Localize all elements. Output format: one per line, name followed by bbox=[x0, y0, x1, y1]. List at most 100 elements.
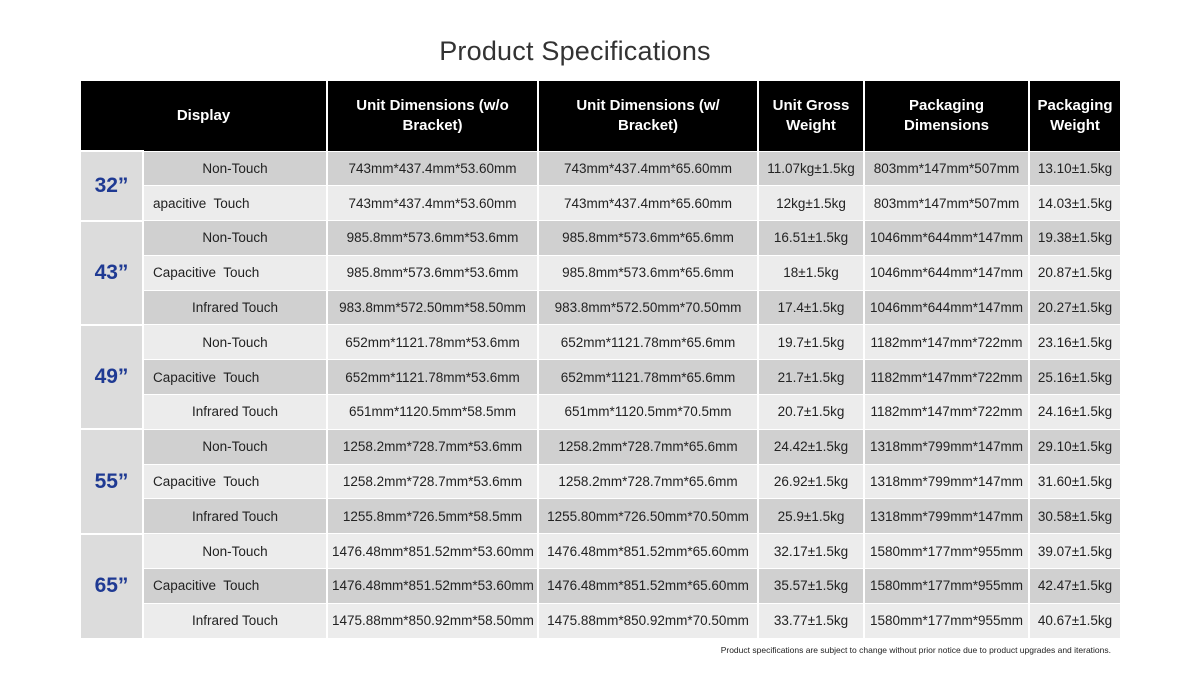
cell-unit-gross-weight: 21.7±1.5kg bbox=[758, 359, 866, 395]
cell-packaging-dimensions: 1182mm*147mm*722mm bbox=[864, 359, 1031, 395]
cell-packaging-dimensions: 803mm*147mm*507mm bbox=[864, 185, 1031, 221]
cell-unit-gross-weight: 25.9±1.5kg bbox=[758, 498, 866, 534]
cell-packaging-weight: 31.60±1.5kg bbox=[1029, 463, 1121, 499]
cell-unit-gross-weight: 26.92±1.5kg bbox=[758, 463, 866, 499]
cell-unit-dimensions-without-bracket: 1258.2mm*728.7mm*53.6mm bbox=[327, 428, 540, 465]
cell-packaging-dimensions: 1046mm*644mm*147mm bbox=[864, 289, 1031, 325]
cell-unit-gross-weight: 20.7±1.5kg bbox=[758, 394, 866, 430]
cell-touch-type: Capacitive Touch bbox=[143, 359, 329, 395]
disclaimer-note: Product specifications are subject to ch… bbox=[720, 645, 1111, 655]
cell-unit-dimensions-without-bracket: 1255.8mm*726.5mm*58.5mm bbox=[327, 498, 540, 534]
cell-packaging-weight: 24.16±1.5kg bbox=[1029, 394, 1121, 430]
cell-touch-type: apacitive Touch bbox=[143, 185, 329, 221]
cell-unit-dimensions-without-bracket: 1476.48mm*851.52mm*53.60mm bbox=[327, 568, 540, 604]
cell-packaging-dimensions: 1318mm*799mm*147mm bbox=[864, 463, 1031, 499]
cell-unit-dimensions-with-bracket: 651mm*1120.5mm*70.5mm bbox=[538, 394, 760, 430]
cell-unit-gross-weight: 16.51±1.5kg bbox=[758, 220, 866, 256]
cell-touch-type: Non-Touch bbox=[143, 150, 329, 186]
cell-packaging-weight: 13.10±1.5kg bbox=[1029, 150, 1121, 186]
cell-unit-dimensions-with-bracket: 743mm*437.4mm*65.60mm bbox=[538, 185, 760, 221]
display-size-label: 49” bbox=[81, 323, 144, 430]
cell-unit-dimensions-without-bracket: 1258.2mm*728.7mm*53.6mm bbox=[327, 463, 540, 499]
cell-packaging-weight: 39.07±1.5kg bbox=[1029, 533, 1121, 569]
cell-unit-gross-weight: 24.42±1.5kg bbox=[758, 428, 866, 465]
cell-touch-type: Infrared Touch bbox=[143, 602, 329, 638]
cell-unit-dimensions-without-bracket: 743mm*437.4mm*53.60mm bbox=[327, 185, 540, 221]
cell-packaging-dimensions: 1182mm*147mm*722mm bbox=[864, 324, 1031, 360]
cell-unit-dimensions-without-bracket: 985.8mm*573.6mm*53.6mm bbox=[327, 220, 540, 256]
cell-packaging-weight: 20.87±1.5kg bbox=[1029, 254, 1121, 291]
cell-unit-dimensions-with-bracket: 985.8mm*573.6mm*65.6mm bbox=[538, 220, 760, 256]
cell-unit-gross-weight: 32.17±1.5kg bbox=[758, 533, 866, 569]
cell-touch-type: Non-Touch bbox=[143, 324, 329, 360]
table-row: Capacitive Touch 1476.48mm*851.52mm*53.60… bbox=[81, 568, 1121, 604]
header-packaging-dimensions: Packaging Dimensions bbox=[864, 81, 1031, 151]
display-size-label: 32” bbox=[81, 150, 144, 221]
cell-unit-dimensions-with-bracket: 985.8mm*573.6mm*65.6mm bbox=[538, 254, 760, 291]
header-display: Display bbox=[81, 81, 329, 151]
cell-unit-gross-weight: 17.4±1.5kg bbox=[758, 289, 866, 325]
page-title: Product Specifications bbox=[439, 36, 711, 66]
cell-packaging-dimensions: 1580mm*177mm*955mm bbox=[864, 533, 1031, 569]
cell-touch-type: Infrared Touch bbox=[143, 289, 329, 325]
cell-unit-dimensions-with-bracket: 1258.2mm*728.7mm*65.6mm bbox=[538, 463, 760, 499]
cell-unit-dimensions-without-bracket: 1476.48mm*851.52mm*53.60mm bbox=[327, 533, 540, 569]
spec-table: Display Unit Dimensions (w/o Bracket) Un… bbox=[81, 81, 1121, 638]
cell-packaging-weight: 14.03±1.5kg bbox=[1029, 185, 1121, 221]
header-row: Display Unit Dimensions (w/o Bracket) Un… bbox=[81, 81, 1121, 151]
header-packaging-weight: Packaging Weight bbox=[1029, 81, 1121, 151]
cell-unit-gross-weight: 18±1.5kg bbox=[758, 254, 866, 291]
table-row: Capacitive Touch 1258.2mm*728.7mm*53.6mm 1… bbox=[81, 463, 1121, 499]
cell-touch-type: Infrared Touch bbox=[143, 394, 329, 430]
cell-unit-dimensions-without-bracket: 652mm*1121.78mm*53.6mm bbox=[327, 359, 540, 395]
cell-packaging-weight: 30.58±1.5kg bbox=[1029, 498, 1121, 534]
header-unit-dimensions-without-bracket: Unit Dimensions (w/o Bracket) bbox=[327, 81, 540, 151]
cell-packaging-dimensions: 1318mm*799mm*147mm bbox=[864, 428, 1031, 465]
cell-touch-type: Capacitive Touch bbox=[143, 463, 329, 499]
cell-unit-dimensions-with-bracket: 1476.48mm*851.52mm*65.60mm bbox=[538, 533, 760, 569]
cell-unit-dimensions-with-bracket: 1475.88mm*850.92mm*70.50mm bbox=[538, 602, 760, 638]
cell-packaging-dimensions: 803mm*147mm*507mm bbox=[864, 150, 1031, 186]
display-size-label: 55” bbox=[81, 428, 144, 534]
table-row: Capacitive Touch 985.8mm*573.6mm*53.6mm 98… bbox=[81, 254, 1121, 291]
cell-packaging-weight: 40.67±1.5kg bbox=[1029, 602, 1121, 638]
table-row: Infrared Touch 1255.8mm*726.5mm*58.5mm 125… bbox=[81, 498, 1121, 534]
cell-packaging-dimensions: 1046mm*644mm*147mm bbox=[864, 220, 1031, 256]
cell-packaging-dimensions: 1182mm*147mm*722mm bbox=[864, 394, 1031, 430]
cell-touch-type: Capacitive Touch bbox=[143, 568, 329, 604]
cell-packaging-weight: 19.38±1.5kg bbox=[1029, 220, 1121, 256]
table-row: apacitive Touch 743mm*437.4mm*53.60mm 743m… bbox=[81, 185, 1121, 221]
table-row: Capacitive Touch 652mm*1121.78mm*53.6mm 65… bbox=[81, 359, 1121, 395]
cell-unit-dimensions-with-bracket: 1255.80mm*726.50mm*70.50mm bbox=[538, 498, 760, 534]
table-row: Infrared Touch 651mm*1120.5mm*58.5mm 651mm… bbox=[81, 394, 1121, 430]
cell-touch-type: Non-Touch bbox=[143, 220, 329, 256]
cell-packaging-dimensions: 1318mm*799mm*147mm bbox=[864, 498, 1031, 534]
cell-packaging-weight: 29.10±1.5kg bbox=[1029, 428, 1121, 465]
cell-unit-dimensions-without-bracket: 1475.88mm*850.92mm*58.50mm bbox=[327, 602, 540, 638]
table-row: 49” Non-Touch 652mm*1121.78mm*53.6mm 652mm*… bbox=[81, 323, 1121, 430]
cell-unit-dimensions-without-bracket: 985.8mm*573.6mm*53.6mm bbox=[327, 254, 540, 291]
cell-packaging-weight: 20.27±1.5kg bbox=[1029, 289, 1121, 325]
display-size-label: 43” bbox=[81, 219, 144, 325]
cell-packaging-dimensions: 1046mm*644mm*147mm bbox=[864, 254, 1031, 291]
cell-unit-dimensions-with-bracket: 1476.48mm*851.52mm*65.60mm bbox=[538, 568, 760, 604]
display-size-label: 65” bbox=[81, 532, 144, 638]
cell-unit-gross-weight: 35.57±1.5kg bbox=[758, 568, 866, 604]
cell-touch-type: Non-Touch bbox=[143, 428, 329, 465]
cell-unit-gross-weight: 12kg±1.5kg bbox=[758, 185, 866, 221]
table-row: Infrared Touch 1475.88mm*850.92mm*58.50mm… bbox=[81, 602, 1121, 638]
cell-packaging-dimensions: 1580mm*177mm*955mm bbox=[864, 568, 1031, 604]
cell-packaging-dimensions: 1580mm*177mm*955mm bbox=[864, 602, 1031, 638]
cell-unit-dimensions-without-bracket: 983.8mm*572.50mm*58.50mm bbox=[327, 289, 540, 325]
cell-touch-type: Infrared Touch bbox=[143, 498, 329, 534]
cell-unit-dimensions-with-bracket: 652mm*1121.78mm*65.6mm bbox=[538, 359, 760, 395]
cell-unit-dimensions-with-bracket: 743mm*437.4mm*65.60mm bbox=[538, 150, 760, 186]
table-row: 55” Non-Touch 1258.2mm*728.7mm*53.6mm 1258.… bbox=[81, 428, 1121, 534]
cell-unit-gross-weight: 33.77±1.5kg bbox=[758, 602, 866, 638]
header-unit-dimensions-with-bracket: Unit Dimensions (w/ Bracket) bbox=[538, 81, 760, 151]
cell-unit-dimensions-with-bracket: 652mm*1121.78mm*65.6mm bbox=[538, 324, 760, 360]
cell-unit-dimensions-with-bracket: 1258.2mm*728.7mm*65.6mm bbox=[538, 428, 760, 465]
table-row: Infrared Touch 983.8mm*572.50mm*58.50mm 98… bbox=[81, 289, 1121, 325]
cell-unit-gross-weight: 11.07kg±1.5kg bbox=[758, 150, 866, 186]
header-unit-gross-weight: Unit Gross Weight bbox=[758, 81, 866, 151]
